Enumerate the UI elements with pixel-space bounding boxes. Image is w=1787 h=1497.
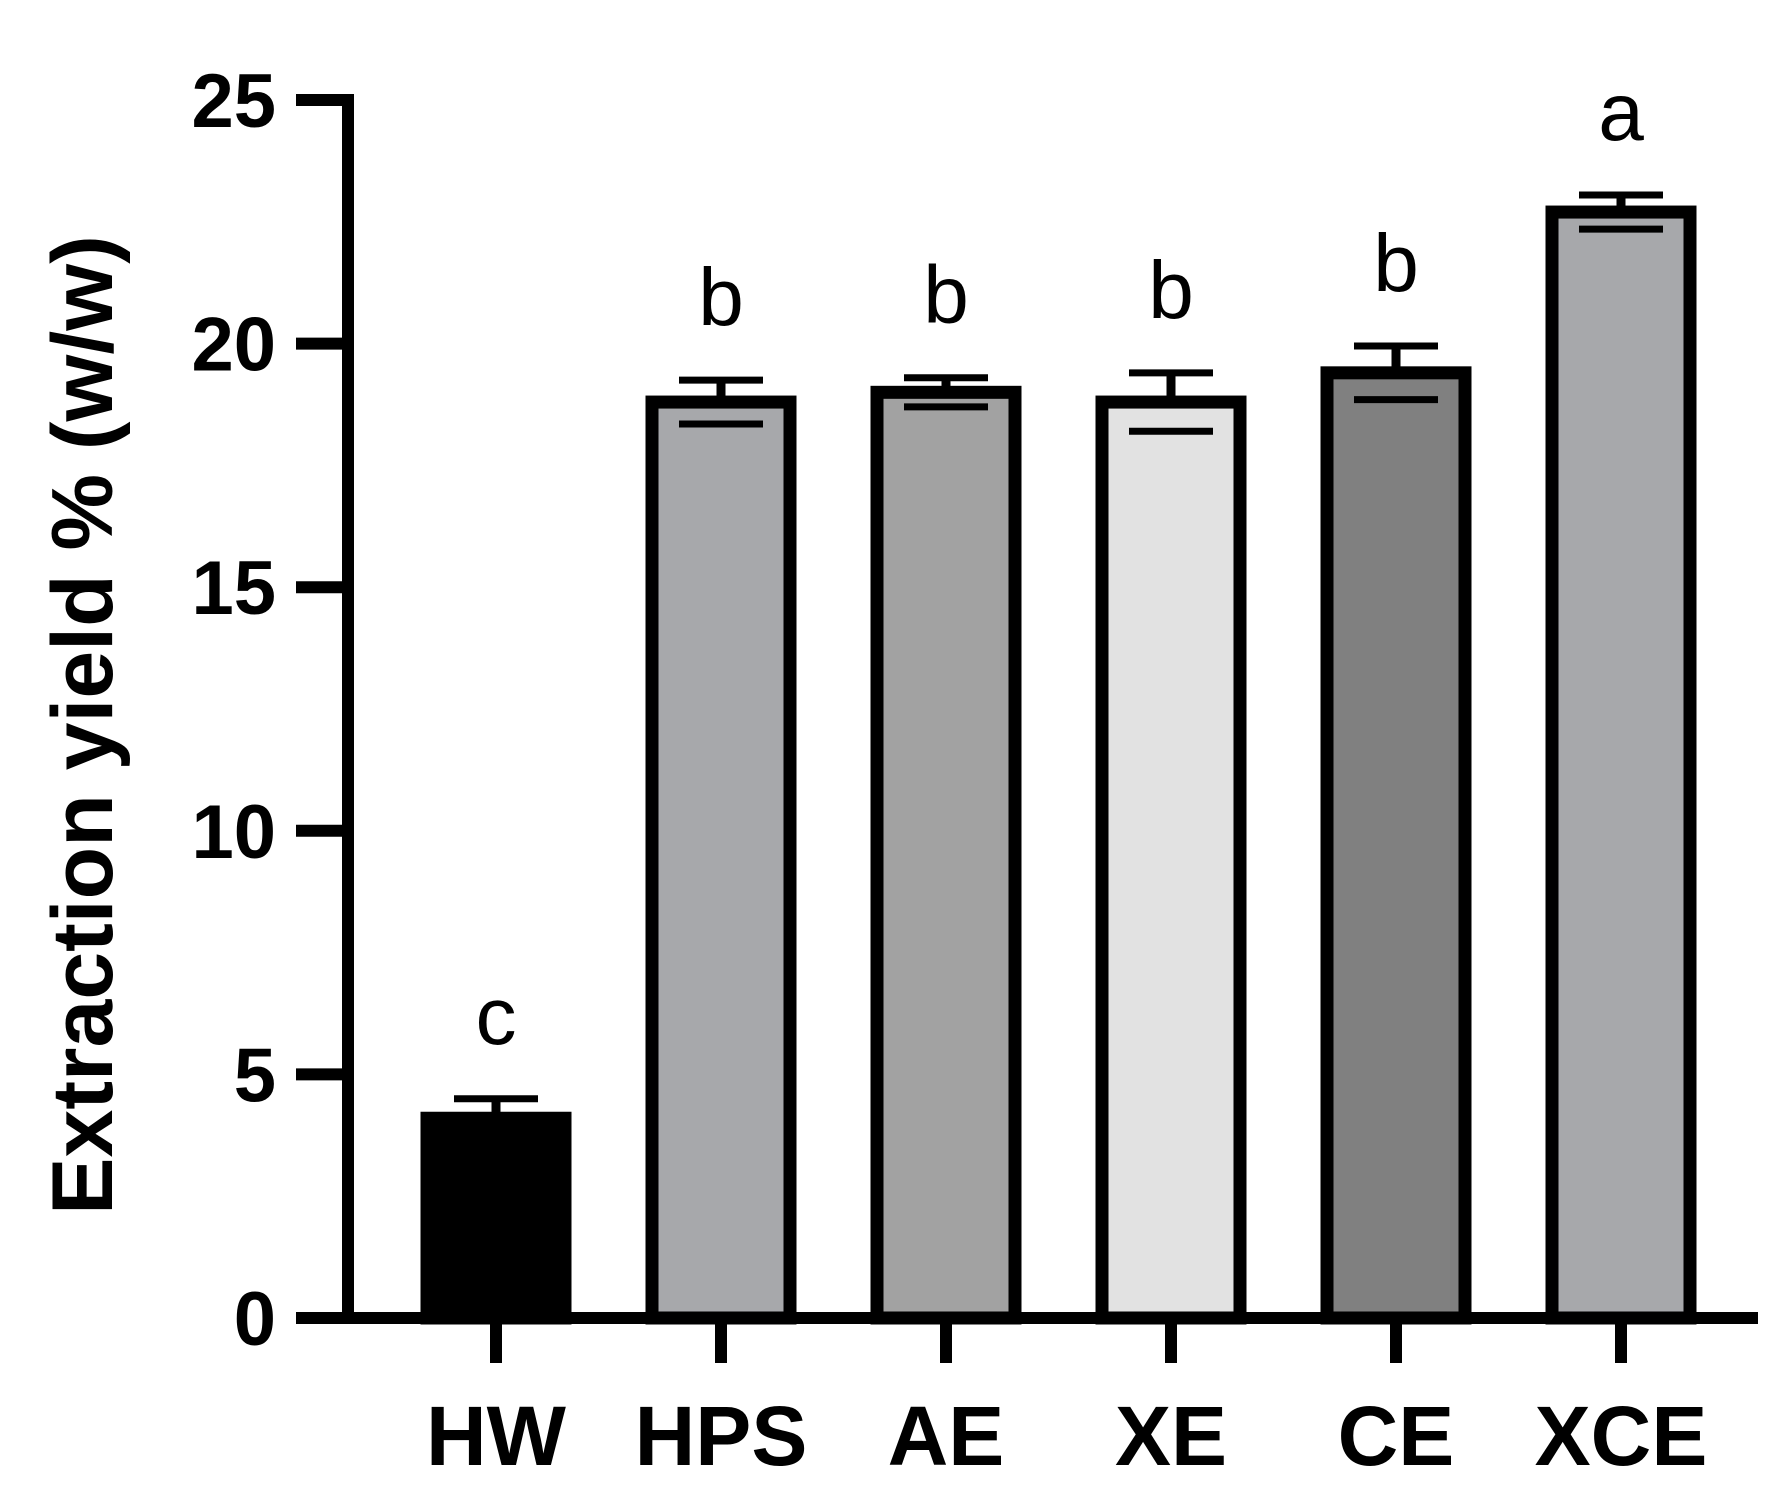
bar-ae	[870, 385, 1022, 1325]
significance-label-hw: c	[476, 971, 517, 1062]
bar-hw	[420, 1111, 572, 1325]
x-tick-label-xe: XE	[1115, 1389, 1227, 1483]
error-bars	[454, 191, 1663, 1142]
error-bar-hw	[454, 1095, 538, 1142]
significance-label-ae: b	[923, 250, 969, 341]
bar-xe	[1095, 395, 1247, 1325]
x-tick-label-ae: AE	[888, 1389, 1005, 1483]
significance-label-xe: b	[1148, 245, 1194, 336]
y-axis-label: Extraction yield % (w/w)	[35, 235, 131, 1215]
error-bar-ce	[1354, 342, 1438, 404]
error-bar-hps	[679, 376, 763, 428]
x-tick-label-ce: CE	[1338, 1389, 1455, 1483]
axes	[296, 94, 1758, 1363]
bar-hps	[645, 395, 797, 1325]
bars	[420, 205, 1697, 1325]
y-tick-label-10: 10	[191, 790, 276, 875]
error-bar-ae	[904, 374, 988, 411]
bar-ce	[1320, 366, 1472, 1325]
error-bar-xce	[1579, 191, 1663, 233]
x-tick-label-hps: HPS	[635, 1389, 808, 1483]
x-tick-label-xce: XCE	[1535, 1389, 1708, 1483]
significance-label-hps: b	[698, 252, 744, 343]
y-tick-label-15: 15	[191, 546, 276, 631]
y-tick-label-5: 5	[234, 1033, 276, 1118]
labels: HW c HPS b AE b XE b CE b XCE a 0 5 10 15 20 25	[191, 59, 1707, 1483]
y-tick-label-0: 0	[234, 1277, 276, 1362]
significance-label-ce: b	[1373, 218, 1419, 309]
significance-label-xce: a	[1598, 67, 1644, 158]
bar-xce	[1545, 205, 1697, 1325]
y-tick-label-25: 25	[191, 59, 276, 144]
x-tick-label-hw: HW	[426, 1389, 567, 1483]
y-tick-label-20: 20	[191, 303, 276, 388]
error-bar-xe	[1129, 369, 1213, 435]
